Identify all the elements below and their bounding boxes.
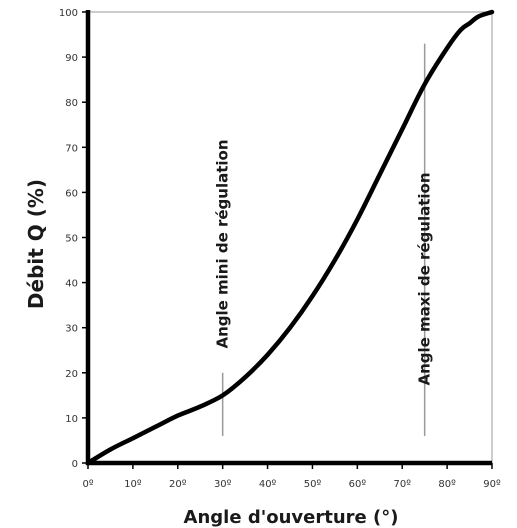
y-tick-label: 30: [65, 324, 78, 335]
x-tick-label: 10º: [124, 479, 142, 490]
plot-frame: [88, 11, 493, 463]
curve-layer: [85, 9, 495, 466]
regulation-label: Angle maxi de régulation: [416, 172, 434, 385]
y-tick-label: 20: [65, 369, 78, 380]
axes: [85, 10, 492, 466]
flow-curve: [85, 9, 495, 466]
regulation-label: Angle mini de régulation: [214, 139, 232, 348]
x-tick-label: 0º: [82, 479, 93, 490]
y-tick-label: 90: [65, 53, 78, 64]
x-tick-label: 90º: [483, 479, 501, 490]
y-tick-label: 50: [65, 234, 78, 245]
x-tick-label: 80º: [438, 479, 456, 490]
x-tick-label: 20º: [169, 479, 187, 490]
x-axis-title: Angle d'ouverture (°): [184, 507, 399, 528]
y-tick-label: 40: [65, 279, 78, 290]
y-tick-label: 10: [65, 414, 78, 425]
y-tick-label: 0: [72, 459, 78, 470]
x-tick-label: 60º: [349, 479, 367, 490]
y-tick-label: 60: [65, 188, 78, 199]
y-tick-label: 80: [65, 98, 78, 109]
y-tick-label: 70: [65, 143, 78, 154]
x-tick-label: 40º: [259, 479, 277, 490]
y-axis-title: Débit Q (%): [24, 179, 48, 309]
axis-ticks: 0 10 20 30 40 50 60 70 80 90 100 0º 10º 20º 30º 40º 50º 6…: [59, 8, 501, 490]
x-tick-label: 30º: [214, 479, 232, 490]
y-tick-label: 100: [59, 8, 78, 19]
annotations: Angle mini de régulation Angle maxi de ré…: [214, 43, 434, 436]
x-tick-label: 50º: [304, 479, 322, 490]
x-tick-label: 70º: [394, 479, 412, 490]
